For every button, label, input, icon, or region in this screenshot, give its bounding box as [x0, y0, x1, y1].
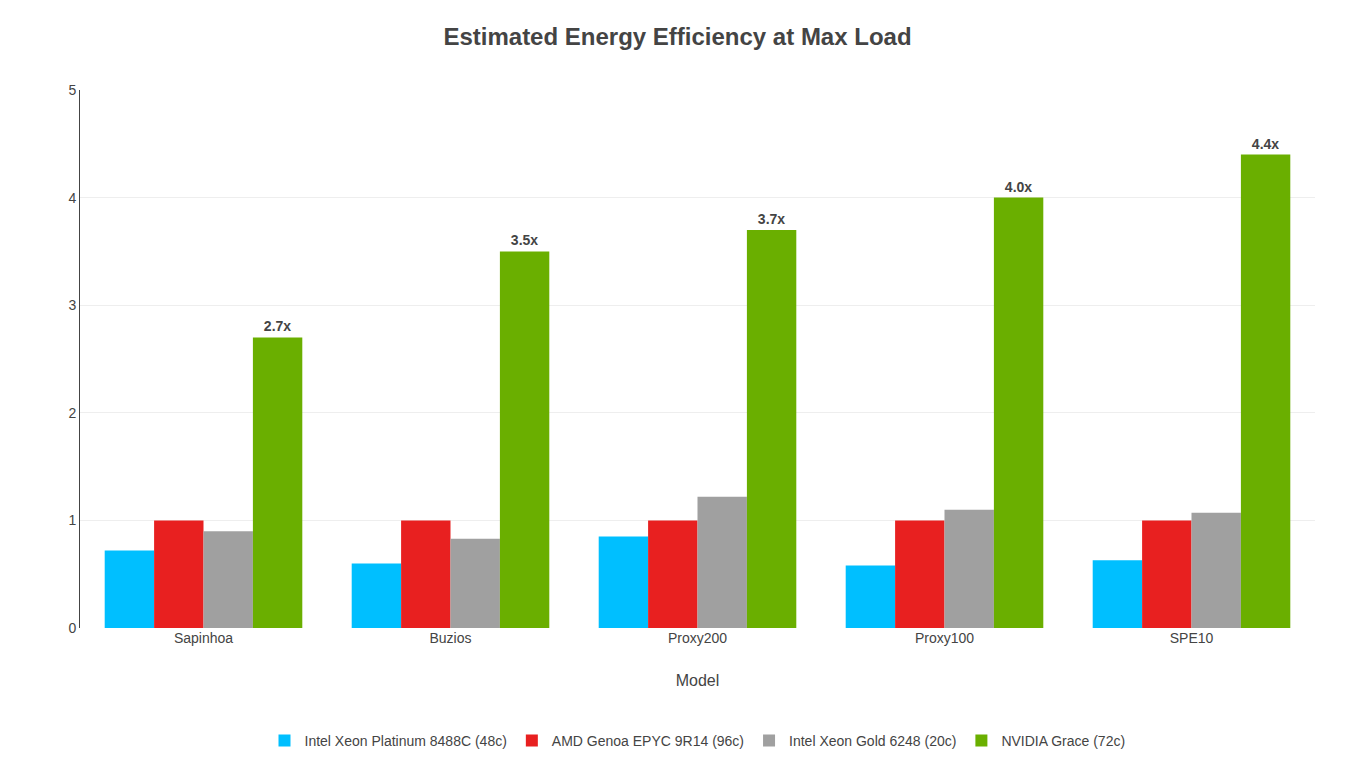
svg-text:Proxy100: Proxy100: [915, 630, 974, 646]
svg-text:SPE10: SPE10: [1170, 630, 1214, 646]
svg-text:3.5x: 3.5x: [511, 232, 538, 248]
svg-text:Model: Model: [676, 672, 720, 689]
svg-text:0: 0: [68, 620, 76, 636]
svg-text:3: 3: [68, 297, 76, 313]
svg-text:Proxy200: Proxy200: [668, 630, 727, 646]
svg-text:4.4x: 4.4x: [1252, 136, 1279, 152]
svg-text:2: 2: [68, 405, 76, 421]
svg-text:Sapinhoa: Sapinhoa: [174, 630, 233, 646]
svg-text:5: 5: [68, 82, 76, 98]
svg-text:Buzios: Buzios: [429, 630, 471, 646]
svg-text:4.0x: 4.0x: [1005, 179, 1032, 195]
svg-text:AMD Genoa EPYC 9R14 (96c): AMD Genoa EPYC 9R14 (96c): [552, 733, 744, 749]
svg-text:3.7x: 3.7x: [758, 211, 785, 227]
svg-text:Intel Xeon Platinum 8488C (48c: Intel Xeon Platinum 8488C (48c): [305, 733, 507, 749]
svg-text:1: 1: [68, 512, 76, 528]
svg-text:Estimated Energy Efficiency at: Estimated Energy Efficiency at Max Load: [443, 23, 911, 50]
svg-text:2.7x: 2.7x: [264, 318, 291, 334]
svg-text:4: 4: [68, 190, 76, 206]
svg-text:Intel Xeon Gold 6248 (20c): Intel Xeon Gold 6248 (20c): [789, 733, 956, 749]
svg-text:NVIDIA Grace (72c): NVIDIA Grace (72c): [1001, 733, 1125, 749]
